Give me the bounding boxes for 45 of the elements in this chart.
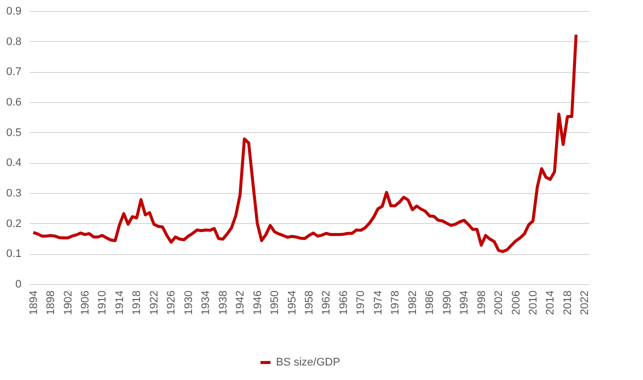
y-tick-label: 0.1: [6, 248, 22, 260]
x-tick-label: 1930: [182, 290, 195, 315]
x-tick-label: 1970: [355, 290, 368, 315]
x-tick-label: 1974: [372, 290, 384, 315]
y-tick-label: 0.5: [6, 126, 22, 139]
x-tick-label: 1978: [390, 290, 402, 315]
x-tick-label: 1990: [441, 290, 454, 315]
x-tick-label: 1942: [234, 290, 247, 315]
x-tick-label: 1898: [45, 290, 58, 315]
x-tick-label: 2014: [544, 290, 557, 315]
x-tick-label: 1914: [114, 290, 126, 315]
y-tick-label: 0.4: [6, 157, 22, 170]
x-tick-label: 1922: [148, 290, 160, 315]
x-tick-label: 2010: [528, 290, 540, 315]
x-tick-label: 1986: [424, 290, 436, 315]
x-tick-label: 1902: [62, 290, 74, 315]
x-tick-label: 1906: [80, 290, 92, 315]
x-tick-label: 1954: [286, 290, 298, 315]
x-tick-label: 1982: [406, 290, 419, 315]
x-tick-label: 2002: [493, 290, 506, 315]
y-tick-label: 0.6: [6, 96, 22, 108]
x-tick-label: 2022: [579, 290, 592, 315]
x-tick-label: 1998: [476, 290, 488, 315]
x-tick-label: 1926: [166, 290, 178, 315]
x-tick-label: 2006: [510, 290, 522, 315]
x-tick-label: 1946: [252, 290, 264, 315]
x-tick-label: 1918: [131, 290, 144, 315]
x-tick-label: 1894: [28, 290, 40, 315]
x-tick-label: 1966: [338, 290, 350, 315]
x-tick-label: 1934: [200, 290, 212, 315]
legend-label: BS size/GDP: [276, 356, 340, 368]
y-tick-label: 0.3: [6, 188, 22, 200]
x-tick-label: 2018: [562, 290, 574, 315]
x-tick-label: 1950: [269, 290, 282, 315]
y-tick-label: 0.2: [6, 218, 22, 230]
y-tick-label: 0.8: [6, 36, 22, 48]
x-tick-label: 1910: [96, 290, 109, 315]
line-series: [32, 33, 578, 254]
y-tick-label: 0.9: [6, 6, 22, 18]
y-tick-label: 0.7: [6, 66, 22, 78]
x-tick-label: 1994: [458, 290, 471, 315]
x-tick-label: 1938: [217, 290, 230, 315]
y-tick-label: 0: [15, 278, 22, 290]
x-tick-label: 1958: [304, 290, 316, 315]
x-tick-label: 1962: [320, 290, 333, 315]
